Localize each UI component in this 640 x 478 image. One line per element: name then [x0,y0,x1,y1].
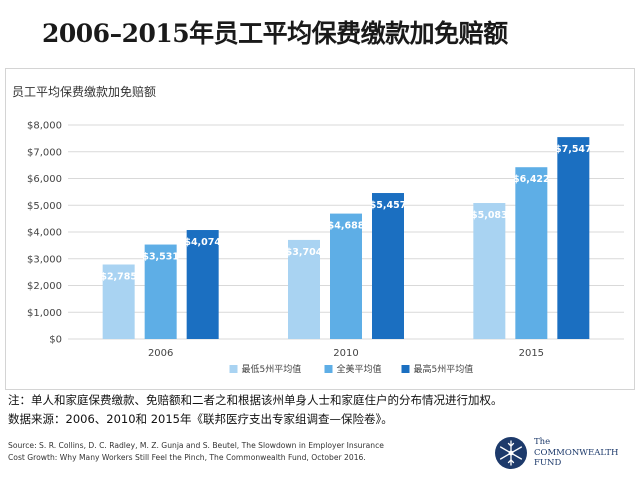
legend-label: 全美平均值 [337,363,382,375]
legend-swatch [401,365,410,373]
bar [515,167,548,339]
chart-title: 员工平均保费缴款加免赔额 [12,85,157,99]
x-tick-label: 2006 [148,348,173,359]
bar [186,230,219,339]
y-tick-label: $5,000 [27,201,62,212]
y-tick-label: $2,000 [27,281,62,292]
y-tick-label: $6,000 [27,174,62,185]
note-line: 注：单人和家庭保费缴款、免赔额和二者之和根据该州单身人士和家庭住户的分布情况进行… [8,393,503,407]
y-tick-label: $3,000 [27,254,62,265]
snowflake-seal-icon [495,437,527,469]
source-citation: Source: S. R. Collins, D. C. Radley, M. … [8,440,384,464]
source-line: Cost Growth: Why Many Workers Still Feel… [8,453,366,462]
page-title: 2006–2015年员工平均保费缴款加免赔额 [42,19,508,48]
commonwealth-fund-logo: The COMMONWEALTH FUND [494,436,634,472]
legend-swatch [229,365,238,373]
bar [102,264,135,339]
legend-swatch [324,365,333,373]
data-label: $3,704 [286,247,323,258]
bar [473,203,506,339]
notes: 注：单人和家庭保费缴款、免赔额和二者之和根据该州单身人士和家庭住户的分布情况进行… [8,391,503,429]
data-source-line: 数据来源：2006、2010和 2015年《联邦医疗支出专家组调查—保险卷》。 [8,412,393,426]
y-tick-label: $0 [49,335,62,346]
legend-label: 最低5州平均值 [242,363,302,375]
x-tick-label: 2010 [333,348,358,359]
logo-line: The [534,437,551,447]
y-tick-label: $8,000 [27,121,62,132]
bar [144,244,177,339]
data-label: $4,688 [328,221,365,232]
data-label: $5,083 [471,210,508,221]
y-tick-label: $1,000 [27,308,62,319]
bar [372,193,404,339]
logo-text: The COMMONWEALTH FUND [534,437,618,469]
data-label: $3,531 [142,252,179,263]
bar-chart: $0 $1,000 $2,000 $3,000 $4,000 $5,000 $6,000 $7… [27,121,624,375]
chart-panel: 员工平均保费缴款加免赔额 $0 $1,000 $2,000 $3,000 $4,000 $… [5,68,635,390]
logo-line: COMMONWEALTH [534,447,619,458]
y-tick-label: $4,000 [27,228,62,239]
x-tick-label: 2015 [519,348,544,359]
data-label: $7,547 [555,144,592,155]
source-line: Source: S. R. Collins, D. C. Radley, M. … [8,441,384,450]
data-label: $6,422 [513,174,550,185]
data-label: $2,785 [100,272,137,283]
data-label: $4,074 [184,237,221,248]
y-tick-label: $7,000 [27,147,62,158]
logo-line: FUND [534,458,562,468]
bar [330,213,362,339]
legend-label: 最高5州平均值 [414,363,474,375]
data-label: $5,457 [370,200,407,211]
bar [557,137,590,339]
bar [288,239,320,339]
